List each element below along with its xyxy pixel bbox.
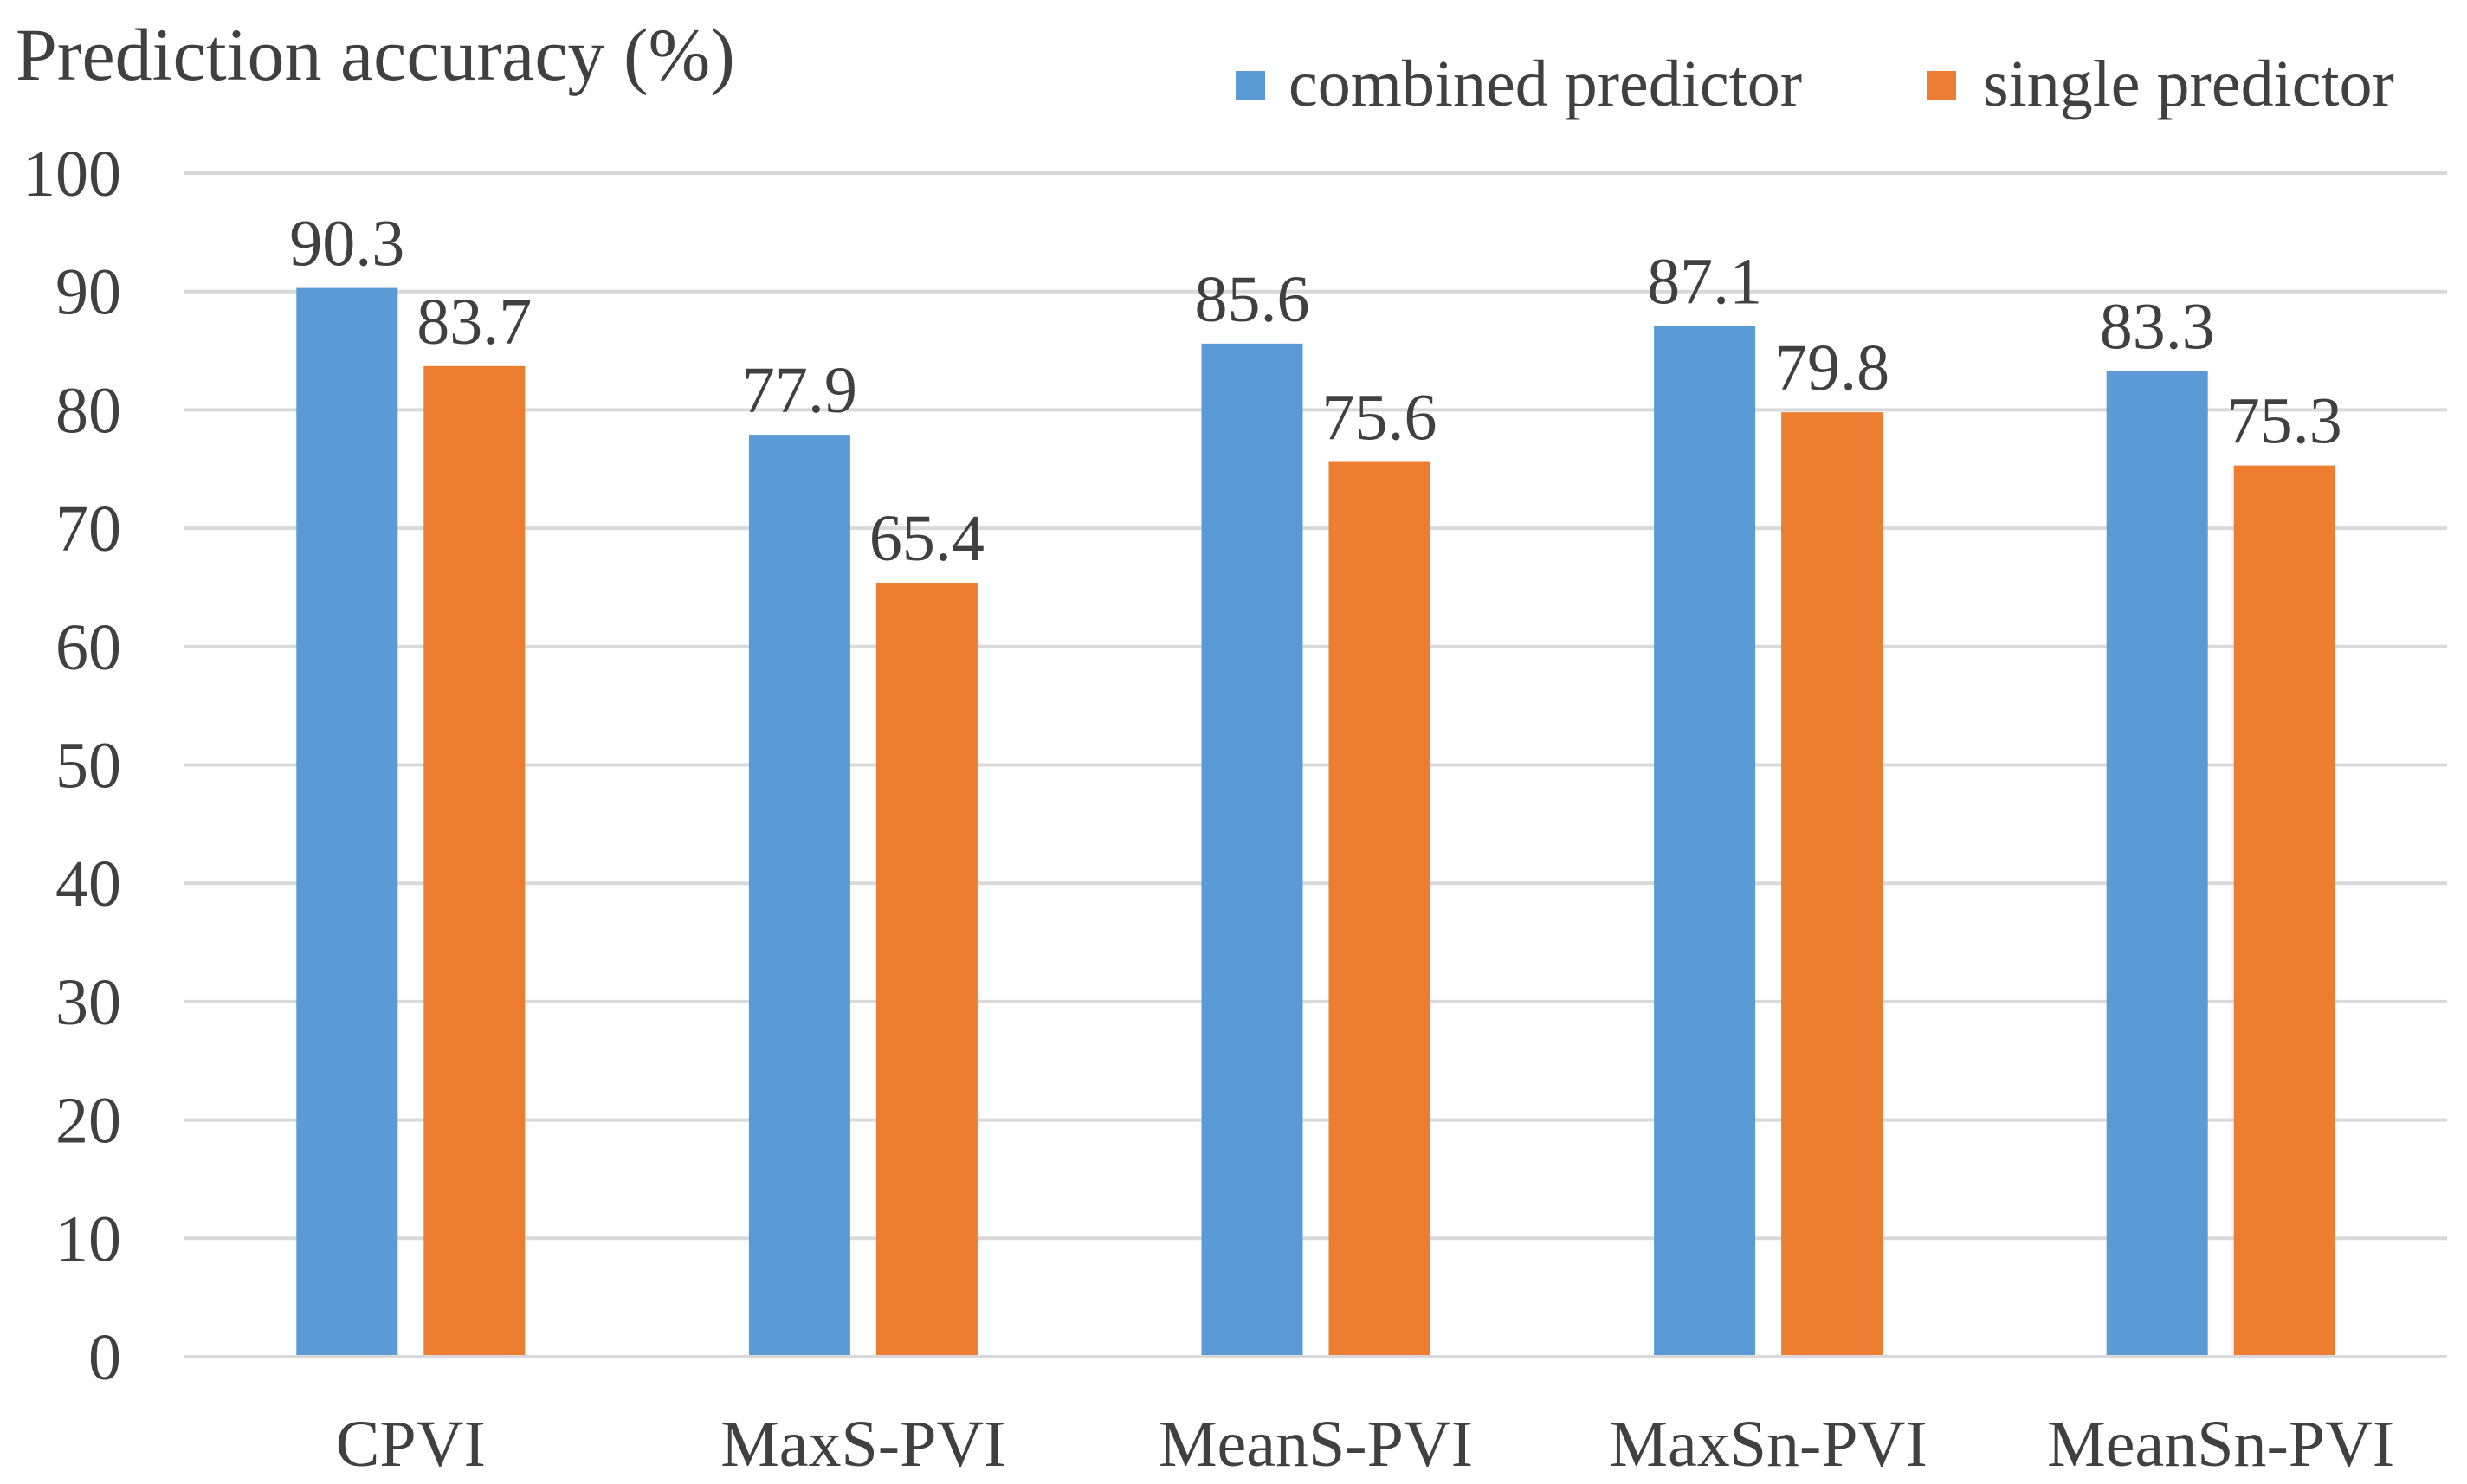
axes: 0 10 20 30 40 50 60 70 80 90 100 CPVI MaxS-PVI MeanS-… xyxy=(23,138,2447,1481)
y-tick-label: 60 xyxy=(55,611,121,684)
bar-combined-predictor-maxsn-pvi xyxy=(1654,326,1756,1357)
y-tick-label: 20 xyxy=(55,1085,121,1158)
y-tick-label: 100 xyxy=(23,138,121,210)
data-label-single-predictor-maxs-pvi: 65.4 xyxy=(869,502,985,575)
bar-single-predictor-maxsn-pvi xyxy=(1781,412,1883,1357)
x-tick-label: MeanS-PVI xyxy=(1159,1408,1473,1481)
data-label-single-predictor-means-pvi: 75.6 xyxy=(1322,382,1437,455)
data-label-single-predictor-meansn-pvi: 75.3 xyxy=(2227,385,2342,458)
y-tick-label: 90 xyxy=(55,256,121,329)
legend-swatch-combined-predictor xyxy=(1236,71,1265,100)
bar-single-predictor-cpvi xyxy=(423,365,526,1357)
data-labels: 90.383.7 77.9 65.4 85.675.6 87.179.8 83.375.3 xyxy=(289,208,2341,575)
legend-swatch-single-predictor xyxy=(1927,71,1956,100)
x-tick-label: MaxSn-PVI xyxy=(1609,1408,1927,1481)
data-label-combined-predictor-maxs-pvi: 77.9 xyxy=(742,354,857,427)
y-tick-label: 0 xyxy=(88,1321,121,1394)
x-tick-label: MaxS-PVI xyxy=(720,1408,1005,1481)
data-label-combined-predictor-meansn-pvi: 83.3 xyxy=(2100,290,2215,363)
y-tick-label: 50 xyxy=(55,730,121,803)
y-tick-label: 30 xyxy=(55,966,121,1039)
bar-single-predictor-meansn-pvi xyxy=(2233,465,2335,1358)
bar-combined-predictor-means-pvi xyxy=(1201,343,1303,1357)
legend-label-single-predictor: single predictor xyxy=(1983,48,2394,120)
chart-title: Prediction accuracy (%) xyxy=(16,13,735,96)
x-tick-label: MeanSn-PVI xyxy=(2047,1408,2394,1481)
data-label-combined-predictor-maxsn-pvi: 87.1 xyxy=(1647,245,1762,318)
gridlines xyxy=(184,171,2447,1241)
y-tick-label: 80 xyxy=(55,374,121,447)
y-tick-label: 40 xyxy=(55,848,121,920)
data-label-single-predictor-maxsn-pvi: 79.8 xyxy=(1774,332,1889,404)
y-tick-label: 10 xyxy=(55,1203,121,1275)
bar-combined-predictor-cpvi xyxy=(296,287,398,1357)
x-tick-label: CPVI xyxy=(336,1408,486,1481)
bar-single-predictor-means-pvi xyxy=(1328,461,1430,1357)
data-label-combined-predictor-cpvi: 90.3 xyxy=(289,208,404,281)
legend: combined predictor single predictor xyxy=(1236,48,2394,120)
data-label-combined-predictor-means-pvi: 85.6 xyxy=(1195,263,1310,336)
legend-label-combined-predictor: combined predictor xyxy=(1288,48,1802,120)
bars xyxy=(296,287,2335,1358)
bar-combined-predictor-maxs-pvi xyxy=(748,435,850,1358)
bar-combined-predictor-meansn-pvi xyxy=(2106,371,2208,1357)
data-label-single-predictor-cpvi: 83.7 xyxy=(417,286,532,358)
bar-single-predictor-maxs-pvi xyxy=(875,582,978,1357)
y-tick-label: 70 xyxy=(55,493,121,565)
